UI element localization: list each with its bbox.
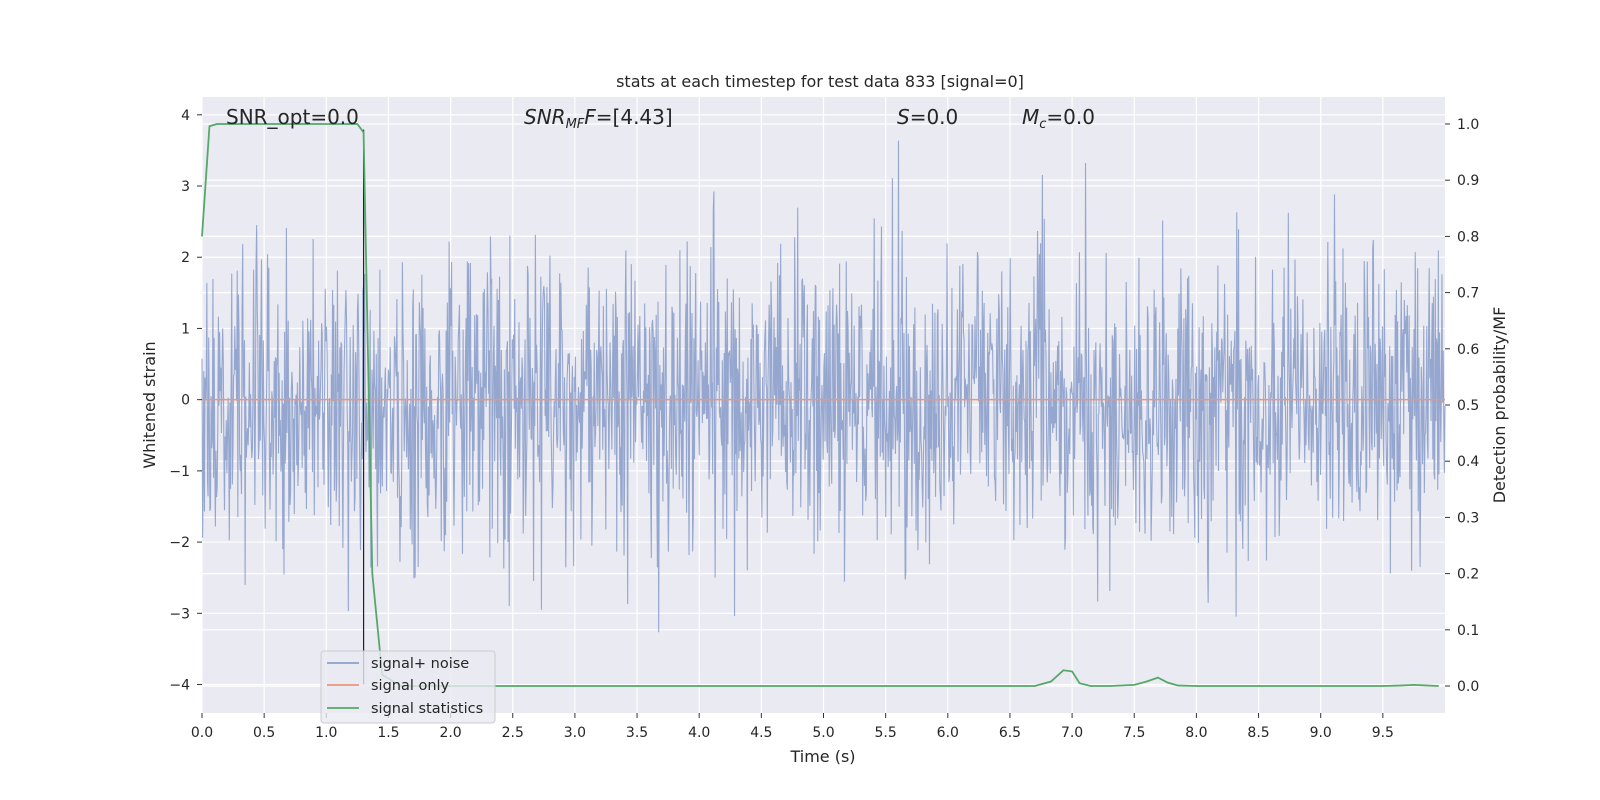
y-left-tick-label: 2 (181, 250, 190, 266)
x-tick-label: 0.0 (191, 725, 213, 741)
y-right-tick-label: 0.1 (1457, 623, 1479, 639)
y-left-tick-label: 4 (181, 108, 190, 124)
x-tick-label: 8.5 (1247, 725, 1269, 741)
x-tick-label: 5.5 (875, 725, 897, 741)
annotation-snr-mf: SNRMFF=[4.43] (524, 105, 673, 132)
x-tick-label: 0.5 (253, 725, 275, 741)
x-tick-label: 2.5 (502, 725, 524, 741)
y-right-tick-label: 0.9 (1457, 173, 1479, 189)
y-right-axis-ticks: 1.0 0.9 0.8 0.7 0.6 0.5 0.4 0.3 0.2 0.1 0.0 (1445, 117, 1479, 695)
snr-mf-symbol: SNR (524, 105, 566, 129)
y-left-tick-label: 1 (181, 321, 190, 337)
y-right-tick-label: 0.8 (1457, 229, 1479, 245)
stats-line (201, 123, 1439, 687)
x-tick-label: 8.0 (1185, 725, 1207, 741)
x-tick-label: 3.5 (626, 725, 648, 741)
y-left-tick-label: 0 (181, 393, 190, 409)
x-tick-label: 6.5 (999, 725, 1021, 741)
y-left-tick-label: −4 (169, 678, 190, 694)
x-tick-label: 7.0 (1061, 725, 1083, 741)
y-right-axis-label: Detection probability/MF (1490, 307, 1509, 504)
x-tick-label: 1.0 (315, 725, 337, 741)
x-tick-label: 4.5 (750, 725, 772, 741)
mc-subscript: c (1039, 117, 1046, 132)
legend: signal+ noise signal only signal statist… (320, 650, 496, 724)
x-axis-label: Time (s) (789, 747, 855, 766)
y-right-tick-label: 0.4 (1457, 454, 1479, 470)
series-signal-noise (201, 140, 1446, 633)
y-right-tick-label: 0.3 (1457, 510, 1479, 526)
x-tick-label: 1.5 (377, 725, 399, 741)
y-left-tick-label: −3 (169, 606, 190, 622)
y-right-tick-label: 0.0 (1457, 679, 1479, 695)
y-left-tick-label: 3 (181, 179, 190, 195)
y-right-tick-label: 0.6 (1457, 342, 1479, 358)
legend-label-noise: signal+ noise (371, 656, 469, 672)
mc-symbol: M (1022, 105, 1039, 129)
x-tick-label: 5.0 (812, 725, 834, 741)
y-right-tick-label: 0.7 (1457, 286, 1479, 302)
x-tick-label: 4.0 (688, 725, 710, 741)
chart-title: stats at each timestep for test data 833… (616, 72, 1024, 91)
annotation-mc: Mc=0.0 (1022, 105, 1095, 132)
x-tick-label: 9.5 (1372, 725, 1394, 741)
snr-mf-value: =[4.43] (596, 105, 673, 129)
annotation-snr-opt: SNR_opt=0.0 (226, 105, 359, 129)
series-signal-statistics (201, 123, 1439, 687)
y-right-tick-label: 0.5 (1457, 398, 1479, 414)
y-left-axis-ticks: 4 3 2 1 0 −1 −2 −3 −4 (169, 108, 202, 694)
y-right-tick-label: 1.0 (1457, 117, 1479, 133)
y-left-tick-label: −1 (169, 464, 190, 480)
x-tick-label: 3.0 (564, 725, 586, 741)
y-left-axis-label: Whitened strain (140, 341, 159, 468)
annotation-s: S=0.0 (897, 105, 958, 129)
legend-label-signal: signal only (371, 678, 450, 694)
x-tick-label: 7.5 (1123, 725, 1145, 741)
x-tick-label: 2.0 (439, 725, 461, 741)
x-tick-label: 9.0 (1310, 725, 1332, 741)
legend-label-stats: signal statistics (371, 701, 483, 717)
x-tick-label: 6.0 (937, 725, 959, 741)
x-axis-ticks: 0.0 0.5 1.0 1.5 2.0 2.5 3.0 3.5 4.0 4.5 5.0 5.5 6.0 6… (191, 713, 1394, 741)
legend-box (320, 650, 496, 724)
mc-value: =0.0 (1046, 105, 1095, 129)
s-value: =0.0 (910, 105, 959, 129)
s-symbol: S (897, 105, 910, 129)
y-left-tick-label: −2 (169, 535, 190, 551)
snr-mf-subscript: MF (566, 117, 585, 132)
y-right-tick-label: 0.2 (1457, 567, 1479, 583)
noise-line (201, 140, 1446, 633)
